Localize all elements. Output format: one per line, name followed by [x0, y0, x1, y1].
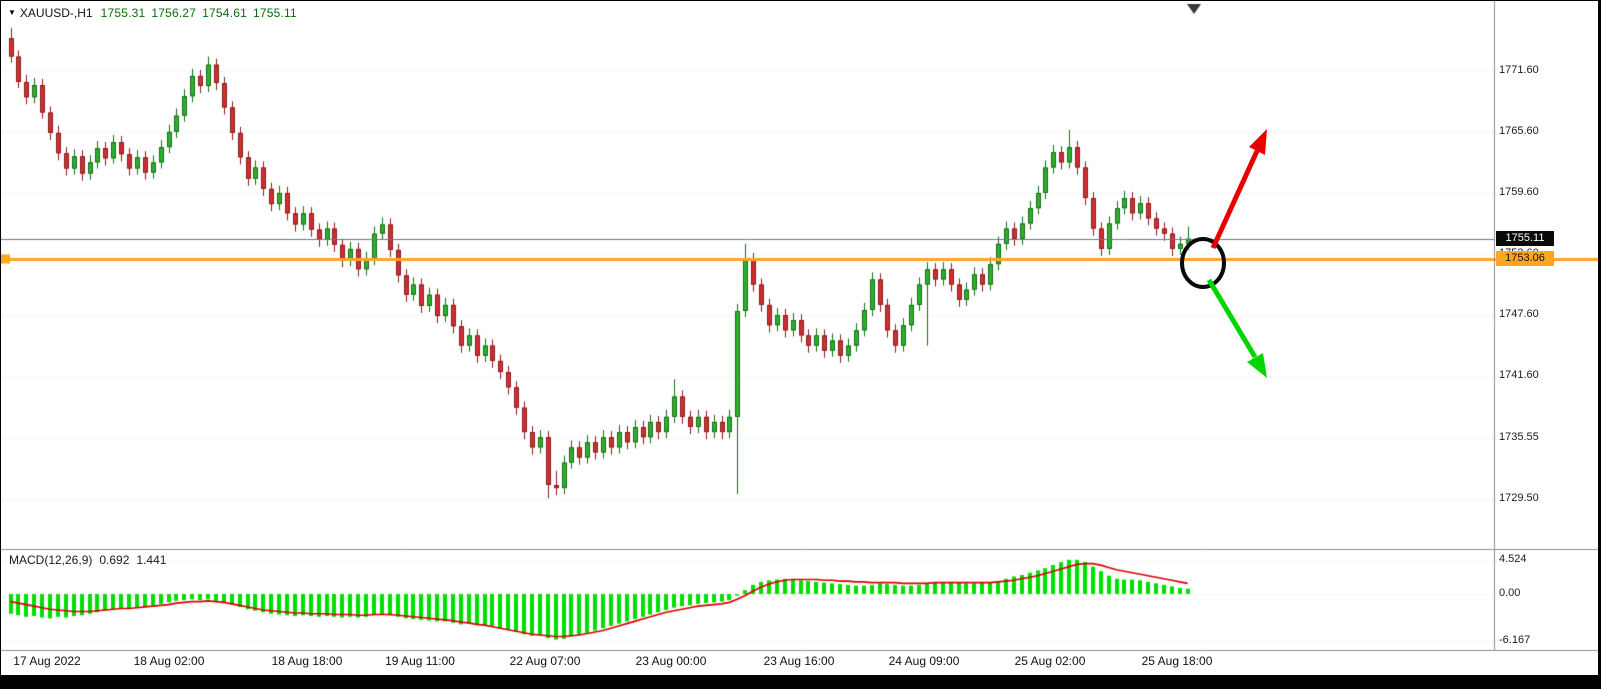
current-price-badge: 1755.11 [1496, 230, 1554, 246]
ohlc-values: 1755.31 1756.27 1754.61 1755.11 [101, 6, 303, 20]
symbol-dropdown-icon[interactable]: ▼ [8, 8, 16, 17]
macd-indicator-label: MACD(12,26,9) 0.692 1.441 [9, 553, 173, 567]
low-value: 1754.61 [202, 6, 247, 20]
macd-title: MACD(12,26,9) [9, 553, 93, 567]
close-value: 1755.11 [252, 6, 297, 20]
macd-signal-value: 1.441 [136, 553, 167, 567]
macd-main-value: 0.692 [99, 553, 130, 567]
window-frame-bottom [0, 675, 1601, 689]
chart-header: ▼ XAUUSD-,H1 1755.31 1756.27 1754.61 1755.11 [8, 6, 303, 20]
symbol-timeframe-label: XAUUSD-,H1 [19, 6, 93, 20]
candlestick-chart-canvas[interactable] [1, 1, 1598, 675]
high-value: 1756.27 [151, 6, 197, 20]
open-value: 1755.31 [100, 6, 146, 20]
chart-surface: ▼ XAUUSD-,H1 1755.31 1756.27 1754.61 1755.11 … [0, 0, 1601, 675]
trendline-price-badge[interactable]: 1753.06 [1496, 251, 1554, 267]
